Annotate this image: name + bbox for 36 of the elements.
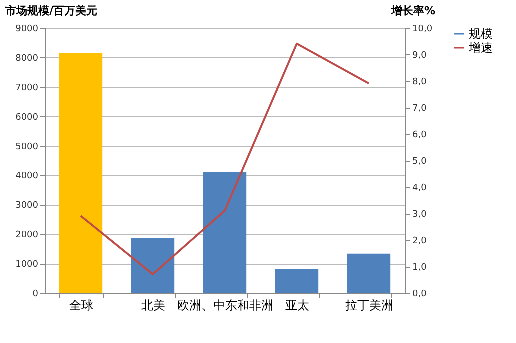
y-tick-label: 0 — [32, 290, 39, 300]
y-tick-label: 9000 — [16, 24, 39, 34]
legend-label: 规模 — [469, 27, 493, 41]
y2-tick-label: 0,0 — [412, 290, 428, 300]
y2-tick-label: 2,0 — [412, 236, 428, 246]
bar — [203, 172, 247, 293]
bar — [275, 269, 319, 293]
bar — [347, 254, 391, 293]
y2-tick-label: 5,0 — [412, 157, 428, 167]
x-tick-label: 北美 — [142, 298, 166, 312]
x-tick-label: 亚太 — [286, 298, 310, 312]
y2-tick-label: 8,0 — [412, 78, 428, 88]
bar — [59, 53, 103, 293]
y-tick-label: 6000 — [16, 112, 39, 123]
x-tick-label: 欧洲、中东和非洲 — [178, 298, 274, 312]
legend-label: 增速 — [468, 41, 493, 55]
y2-tick-label: 4,0 — [412, 184, 428, 194]
y-tick-label: 5000 — [16, 142, 39, 152]
y2-tick-label: 7,0 — [412, 104, 428, 114]
y-tick-label: 3000 — [16, 201, 39, 212]
x-tick-label: 拉丁美洲 — [346, 298, 394, 312]
y-tick-label: 2000 — [16, 230, 39, 241]
y2-axis-title: 增长率% — [390, 4, 436, 18]
y2-tick-label: 1,0 — [412, 263, 428, 273]
x-tick-label: 全球 — [70, 298, 94, 312]
y-tick-label: 4000 — [16, 172, 39, 182]
y2-tick-label: 9,0 — [412, 51, 428, 61]
y-axis-title: 市场规模/百万美元 — [4, 4, 98, 18]
line-series — [80, 42, 370, 276]
y2-tick-label: 10,0 — [412, 24, 433, 34]
y2-tick-label: 3,0 — [412, 210, 428, 220]
y-tick-label: 7000 — [16, 83, 39, 94]
y-tick-label: 8000 — [16, 54, 39, 64]
y2-tick-label: 6,0 — [412, 130, 428, 140]
bar — [131, 238, 175, 293]
y-tick-label: 1000 — [16, 260, 39, 270]
